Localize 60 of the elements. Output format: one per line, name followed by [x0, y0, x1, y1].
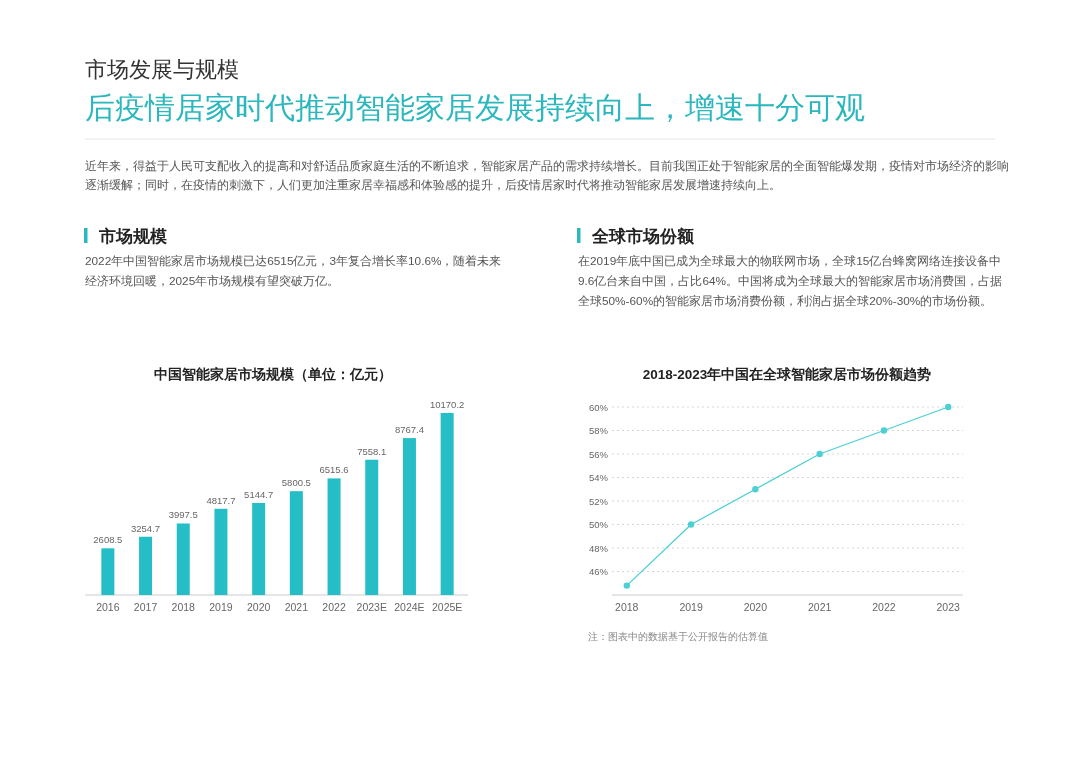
- point: [687, 521, 695, 528]
- chart-title: 中国智能家居市场规模（单位：亿元）: [154, 366, 392, 382]
- point: [945, 403, 952, 411]
- chart-title: 2018-2023年中国在全球智能家居市场份额趋势: [642, 366, 932, 382]
- data-label: 5144.7: [244, 488, 274, 500]
- data-label: 3254.7: [131, 522, 161, 534]
- x-tick-label: 2022: [322, 601, 346, 613]
- x-tick-label: 2025E: [431, 601, 463, 613]
- y-tick-label: 46%: [588, 566, 609, 577]
- data-label: 3997.5: [168, 509, 198, 521]
- data-label: 8767.4: [394, 424, 424, 436]
- x-tick-label: 2024E: [394, 601, 425, 613]
- data-label: 4817.7: [206, 494, 236, 506]
- x-tick-label: 2018: [615, 601, 639, 613]
- text: 后疫情居家时代推动智能家居发展持续向上，增速十分可观: [85, 91, 865, 124]
- point: [816, 450, 823, 458]
- text: 注：图表中的数据基于公开报告的估算值: [588, 631, 768, 642]
- text: 市场规模: [98, 227, 167, 246]
- text: 全球市场份额: [591, 227, 695, 246]
- y-tick-label: 60%: [588, 401, 609, 413]
- bar: [402, 438, 416, 595]
- bar: [440, 413, 454, 595]
- x-tick-label: 2017: [133, 601, 158, 613]
- bar: [289, 491, 303, 595]
- text: 在2019年底中国已成为全球最大的物联网市场，全球15亿台蜂窝网络连接设备中9.6亿台来自中国，占比64%。中国将成为全球最大的智能家居市场消费国，占据全球50%-60%的智能家居市场消费份额，利润占据全球20%-30%的市场份额。: [578, 254, 1003, 308]
- point: [880, 427, 888, 434]
- data-label: 7558.1: [357, 445, 387, 457]
- y-tick-label: 50%: [588, 519, 609, 530]
- bar: [327, 478, 341, 595]
- data-label: 6515.6: [319, 464, 349, 476]
- text: 近年来，得益于人民可支配收入的提高和对舒适品质家庭生活的不断追求，智能家居产品的需求持续增长。目前我国正处于智能家居的全面智能爆发期，疫情对市场经济的影响逐渐缓解；同时，在疫情的刺激下，人们更加注重家居幸福感和体验感的提升，后疫情居家时代将推动智能家居发展增速持续向上。: [85, 159, 1009, 192]
- bar: [176, 523, 190, 595]
- bar: [139, 536, 153, 595]
- text: 市场发展与规模: [85, 57, 239, 82]
- text: 2022年中国智能家居市场规模已达6515亿元，3年复合增长率10.6%，随着未来经济环境回暖，2025年市场规模有望突破万亿。: [85, 254, 502, 288]
- point: [623, 582, 630, 589]
- x-tick-label: 2023E: [356, 601, 387, 613]
- point: [752, 486, 759, 493]
- x-tick-label: 2019: [209, 601, 233, 613]
- x-tick-label: 2023: [936, 601, 961, 613]
- bar: [365, 459, 379, 595]
- bar: [214, 508, 228, 595]
- x-tick-label: 2016: [96, 601, 120, 613]
- y-tick-label: 54%: [588, 472, 609, 483]
- y-tick-label: 58%: [588, 425, 609, 436]
- x-tick-label: 2018: [171, 601, 196, 613]
- y-tick-label: 52%: [588, 495, 609, 507]
- x-tick-label: 2021: [807, 601, 832, 613]
- bar: [101, 548, 115, 595]
- bar: [252, 502, 266, 595]
- y-tick-label: 48%: [588, 542, 609, 554]
- data-label: 2608.5: [93, 534, 123, 546]
- x-tick-label: 2019: [679, 601, 703, 613]
- x-tick-label: 2022: [872, 601, 896, 613]
- data-label: 10170.2: [429, 399, 465, 410]
- x-tick-label: 2020: [246, 601, 271, 613]
- x-tick-label: 2020: [743, 601, 768, 613]
- data-label: 5800.5: [281, 477, 311, 489]
- y-tick-label: 56%: [588, 448, 609, 460]
- x-tick-label: 2021: [284, 601, 309, 613]
